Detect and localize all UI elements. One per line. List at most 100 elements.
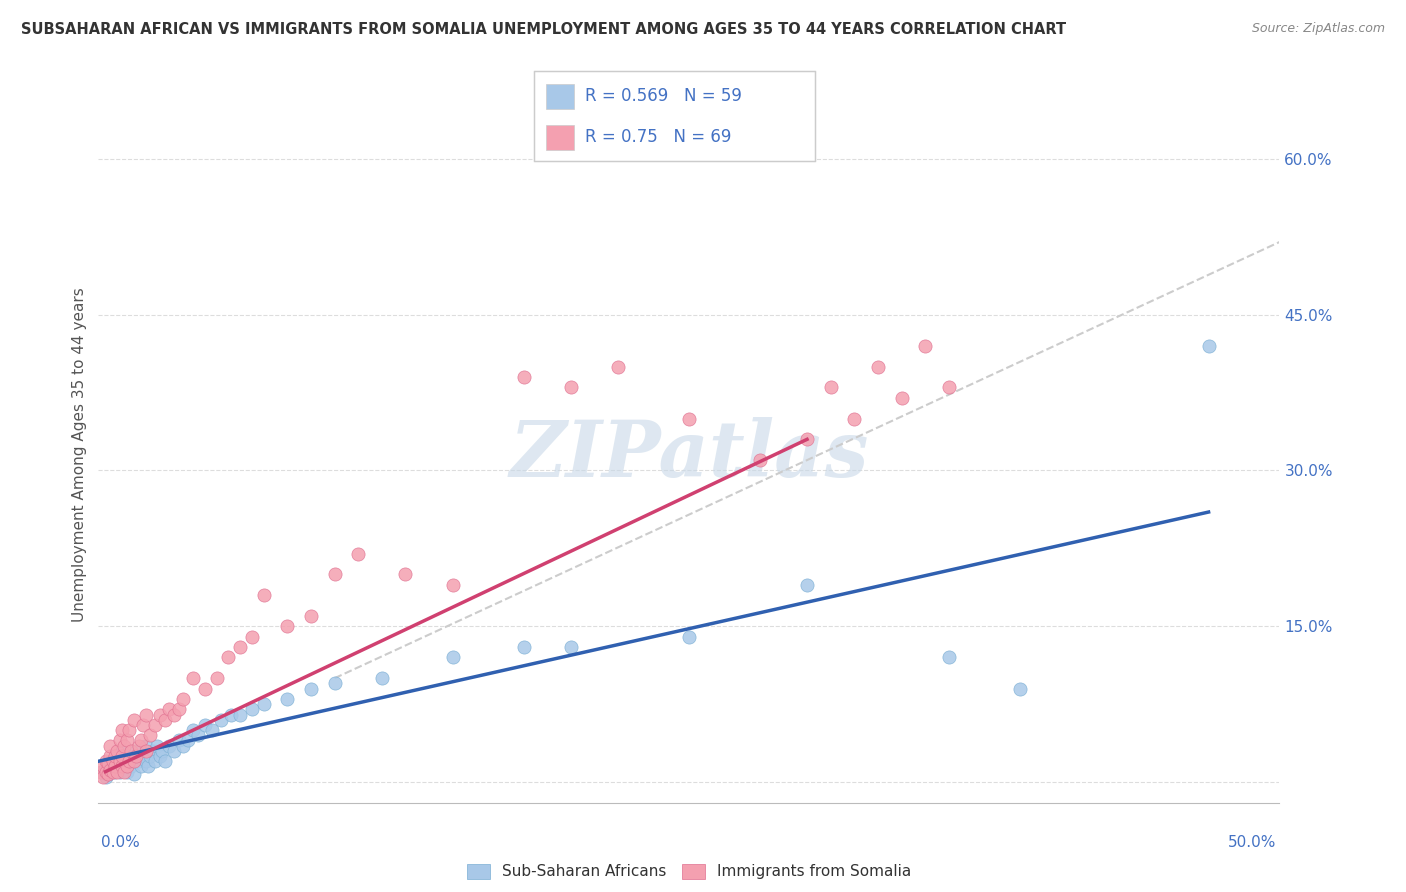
Point	[128, 739, 150, 753]
Point	[122, 766, 145, 780]
Point	[135, 754, 157, 768]
Point	[150, 744, 173, 758]
Point	[143, 718, 166, 732]
Point	[149, 707, 172, 722]
Point	[94, 764, 117, 779]
Point	[139, 728, 162, 742]
Y-axis label: Unemployment Among Ages 35 to 44 years: Unemployment Among Ages 35 to 44 years	[72, 287, 87, 623]
Point	[121, 744, 143, 758]
Point	[149, 749, 172, 764]
Point	[163, 707, 186, 722]
Point	[108, 764, 131, 779]
Point	[135, 707, 157, 722]
Point	[98, 763, 121, 777]
Point	[101, 759, 124, 773]
Point	[181, 723, 204, 738]
Point	[128, 754, 150, 768]
Point	[323, 567, 346, 582]
Point	[229, 640, 252, 654]
Point	[98, 749, 121, 764]
Point	[796, 433, 818, 447]
Point	[132, 718, 155, 732]
Text: R = 0.569   N = 59: R = 0.569 N = 59	[585, 87, 742, 105]
Point	[163, 744, 186, 758]
Point	[115, 764, 138, 779]
Point	[938, 380, 960, 394]
Point	[129, 733, 152, 747]
Point	[101, 764, 124, 779]
Point	[105, 749, 128, 764]
Point	[938, 650, 960, 665]
Point	[122, 749, 145, 764]
Point	[229, 707, 252, 722]
Text: Source: ZipAtlas.com: Source: ZipAtlas.com	[1251, 22, 1385, 36]
Point	[98, 739, 121, 753]
Point	[90, 764, 112, 779]
Point	[253, 588, 276, 602]
Point	[194, 718, 217, 732]
Point	[512, 370, 534, 384]
Point	[136, 759, 159, 773]
Point	[111, 723, 134, 738]
Point	[135, 744, 157, 758]
Point	[104, 759, 127, 773]
Point	[512, 640, 534, 654]
Point	[371, 671, 394, 685]
Point	[105, 764, 128, 779]
Point	[394, 567, 416, 582]
Point	[135, 739, 157, 753]
Point	[172, 692, 194, 706]
Point	[125, 744, 148, 758]
Point	[157, 702, 180, 716]
Point	[105, 744, 128, 758]
Text: R = 0.75   N = 69: R = 0.75 N = 69	[585, 128, 731, 146]
Point	[890, 391, 912, 405]
Point	[115, 733, 138, 747]
Point	[299, 681, 322, 696]
Point	[253, 697, 276, 711]
Point	[240, 630, 263, 644]
Point	[820, 380, 842, 394]
Point	[748, 453, 770, 467]
Point	[91, 759, 114, 773]
Point	[1008, 681, 1031, 696]
Point	[101, 754, 124, 768]
Point	[181, 671, 204, 685]
Point	[115, 749, 138, 764]
FancyBboxPatch shape	[546, 84, 574, 109]
Point	[112, 764, 135, 779]
Point	[118, 754, 141, 768]
Point	[94, 754, 117, 768]
Point	[167, 702, 190, 716]
Point	[91, 764, 114, 779]
Point	[560, 640, 582, 654]
Point	[205, 671, 228, 685]
Point	[678, 630, 700, 644]
Point	[347, 547, 370, 561]
Text: SUBSAHARAN AFRICAN VS IMMIGRANTS FROM SOMALIA UNEMPLOYMENT AMONG AGES 35 TO 44 Y: SUBSAHARAN AFRICAN VS IMMIGRANTS FROM SO…	[21, 22, 1066, 37]
Point	[219, 707, 242, 722]
Point	[560, 380, 582, 394]
Point	[118, 723, 141, 738]
Point	[153, 713, 176, 727]
Point	[177, 733, 200, 747]
Point	[209, 713, 232, 727]
Point	[129, 759, 152, 773]
Point	[108, 733, 131, 747]
Point	[111, 759, 134, 773]
Point	[108, 754, 131, 768]
Point	[146, 739, 169, 753]
Point	[97, 756, 120, 771]
Point	[98, 754, 121, 768]
Point	[112, 754, 135, 768]
Point	[866, 359, 889, 374]
Point	[153, 754, 176, 768]
Point	[240, 702, 263, 716]
Point	[194, 681, 217, 696]
Point	[914, 339, 936, 353]
Point	[111, 749, 134, 764]
Point	[98, 763, 121, 777]
Point	[323, 676, 346, 690]
Point	[441, 650, 464, 665]
Point	[276, 692, 298, 706]
